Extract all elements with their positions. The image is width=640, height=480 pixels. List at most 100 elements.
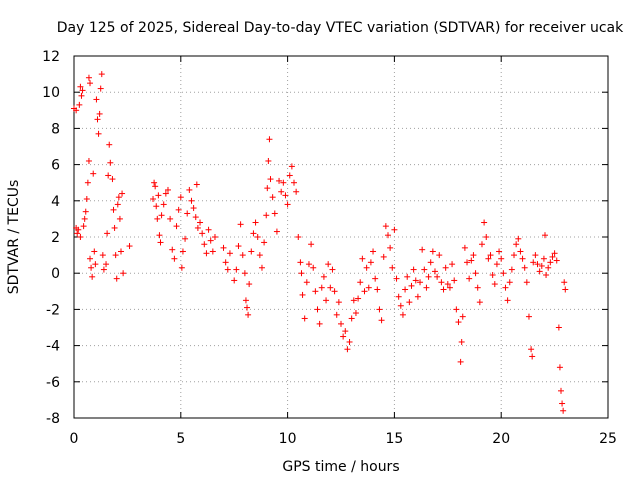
data-point-marker: [73, 107, 80, 114]
data-point-marker: [314, 306, 321, 313]
data-point-marker: [393, 275, 400, 282]
data-point-marker: [103, 261, 110, 268]
data-point-marker: [150, 195, 157, 202]
data-point-marker: [192, 214, 199, 221]
data-point-marker: [93, 96, 100, 103]
data-point-marker: [110, 206, 117, 213]
data-point-marker: [436, 252, 443, 259]
data-point-marker: [258, 264, 265, 271]
data-point-marker: [94, 116, 101, 123]
data-point-marker: [79, 87, 86, 94]
data-point-marker: [298, 270, 305, 277]
y-tick-label: -6: [46, 375, 60, 391]
data-point-marker: [201, 241, 208, 248]
data-point-marker: [532, 252, 539, 259]
data-point-marker: [105, 172, 112, 179]
data-point-marker: [95, 130, 102, 137]
data-point-marker: [380, 253, 387, 260]
data-point-marker: [410, 266, 417, 273]
data-point-marker: [496, 248, 503, 255]
data-point-marker: [491, 281, 498, 288]
data-point-marker: [177, 194, 184, 201]
data-point-marker: [485, 255, 492, 262]
data-point-marker: [529, 353, 536, 360]
data-point-marker: [278, 188, 285, 195]
data-point-marker: [470, 252, 477, 259]
data-point-marker: [288, 163, 295, 170]
data-point-marker: [489, 272, 496, 279]
data-point-marker: [459, 313, 466, 320]
data-point-marker: [74, 230, 81, 237]
data-point-marker: [91, 248, 98, 255]
data-point-marker: [372, 275, 379, 282]
data-point-marker: [453, 306, 460, 313]
data-point-marker: [457, 358, 464, 365]
data-point-marker: [404, 273, 411, 280]
data-point-marker: [263, 212, 270, 219]
y-tick-label: 6: [51, 158, 60, 174]
data-point-marker: [301, 315, 308, 322]
data-point-marker: [530, 259, 537, 266]
data-point-marker: [151, 179, 158, 186]
data-point-marker: [235, 243, 242, 250]
data-point-marker: [449, 261, 456, 268]
y-tick-label: 8: [51, 121, 60, 137]
grid-lines: [74, 56, 608, 418]
y-tick-label: 4: [51, 194, 60, 210]
data-point-marker: [77, 234, 84, 240]
data-point-marker: [76, 101, 83, 108]
data-point-marker: [367, 259, 374, 266]
data-point-marker: [107, 159, 114, 166]
data-point-marker: [511, 252, 518, 259]
data-point-marker: [99, 252, 106, 259]
data-point-marker: [493, 261, 500, 268]
data-point-marker: [164, 186, 171, 193]
data-point-marker: [468, 257, 475, 264]
data-point-marker: [246, 281, 253, 288]
data-point-marker: [536, 268, 543, 275]
data-point-marker: [474, 284, 481, 291]
data-point-marker: [374, 286, 381, 293]
data-point-marker: [504, 297, 511, 304]
y-tick-label: -2: [46, 302, 60, 318]
data-point-marker: [461, 244, 468, 251]
data-point-marker: [481, 219, 488, 226]
data-point-marker: [427, 259, 434, 266]
data-point-marker: [188, 197, 195, 204]
data-point-marker: [267, 176, 274, 183]
data-point-marker: [100, 266, 107, 273]
data-point-marker: [173, 223, 180, 230]
data-point-marker: [414, 293, 421, 300]
data-point-marker: [186, 186, 193, 193]
data-point-marker: [303, 279, 310, 286]
data-point-marker: [98, 71, 105, 78]
data-point-marker: [365, 284, 372, 291]
data-point-marker: [519, 255, 526, 262]
data-point-marker: [558, 387, 565, 394]
data-point-marker: [162, 190, 169, 197]
data-point-marker: [126, 243, 133, 250]
data-point-marker: [87, 80, 94, 87]
data-point-marker: [157, 239, 164, 246]
data-point-marker: [555, 324, 562, 331]
data-point-marker: [84, 179, 91, 186]
data-point-marker: [92, 261, 99, 268]
data-point-marker: [363, 264, 370, 271]
data-point-marker: [193, 181, 200, 188]
data-point-marker: [325, 261, 332, 268]
y-tick-label: 0: [51, 266, 60, 282]
data-point-marker: [114, 201, 121, 208]
data-point-marker: [384, 232, 391, 239]
data-point-marker: [226, 250, 233, 257]
data-point-marker: [254, 234, 261, 240]
x-tick-label: 5: [176, 431, 185, 447]
data-point-marker: [318, 284, 325, 291]
data-point-marker: [167, 215, 174, 222]
data-point-marker: [538, 262, 545, 269]
data-point-marker: [117, 248, 124, 255]
data-point-marker: [421, 266, 428, 273]
data-point-marker: [498, 255, 505, 262]
data-point-marker: [333, 311, 340, 318]
data-point-marker: [431, 268, 438, 275]
